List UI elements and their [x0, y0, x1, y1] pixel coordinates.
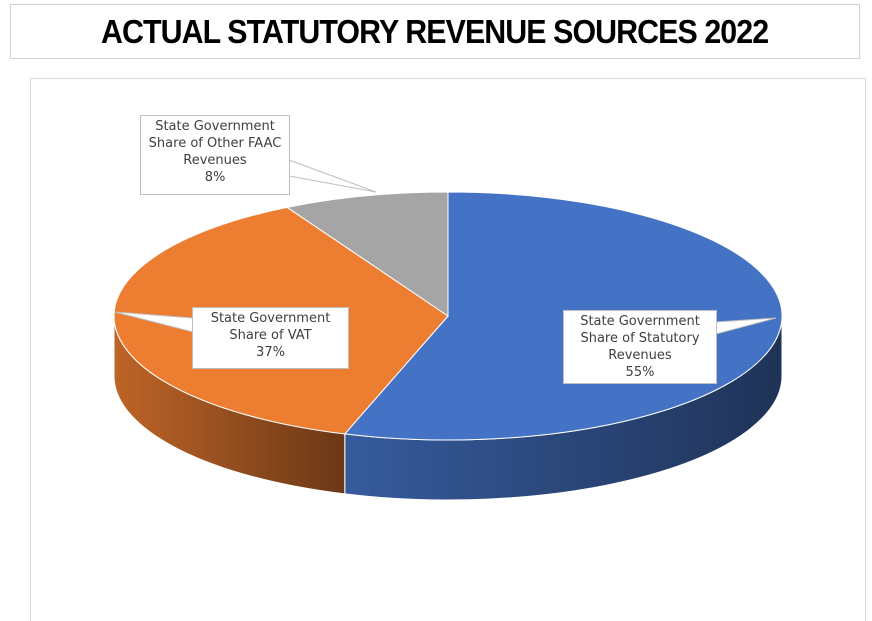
data-label-value: 37% [256, 345, 285, 360]
data-label-name: State Government Share of Statutory Reve… [580, 314, 700, 363]
slice [285, 191, 449, 317]
data-label-name: State Government Share of Other FAAC Rev… [148, 119, 282, 168]
plot-area [30, 78, 866, 621]
chart-title: ACTUAL STATUTORY REVENUE SOURCES 2022 [101, 12, 769, 50]
data-label-value: 8% [204, 170, 226, 185]
data-label-value: 55% [625, 365, 655, 380]
title-box: ACTUAL STATUTORY REVENUE SOURCES 2022 [10, 4, 860, 59]
data-label: State Government Share of Other FAAC Rev… [140, 115, 290, 195]
data-label-name: State Government Share of VAT [210, 311, 331, 343]
data-label: State Government Share of Statutory Reve… [563, 310, 717, 384]
data-label: State Government Share of VAT 37% [192, 307, 349, 369]
callout-pointer [288, 159, 377, 193]
